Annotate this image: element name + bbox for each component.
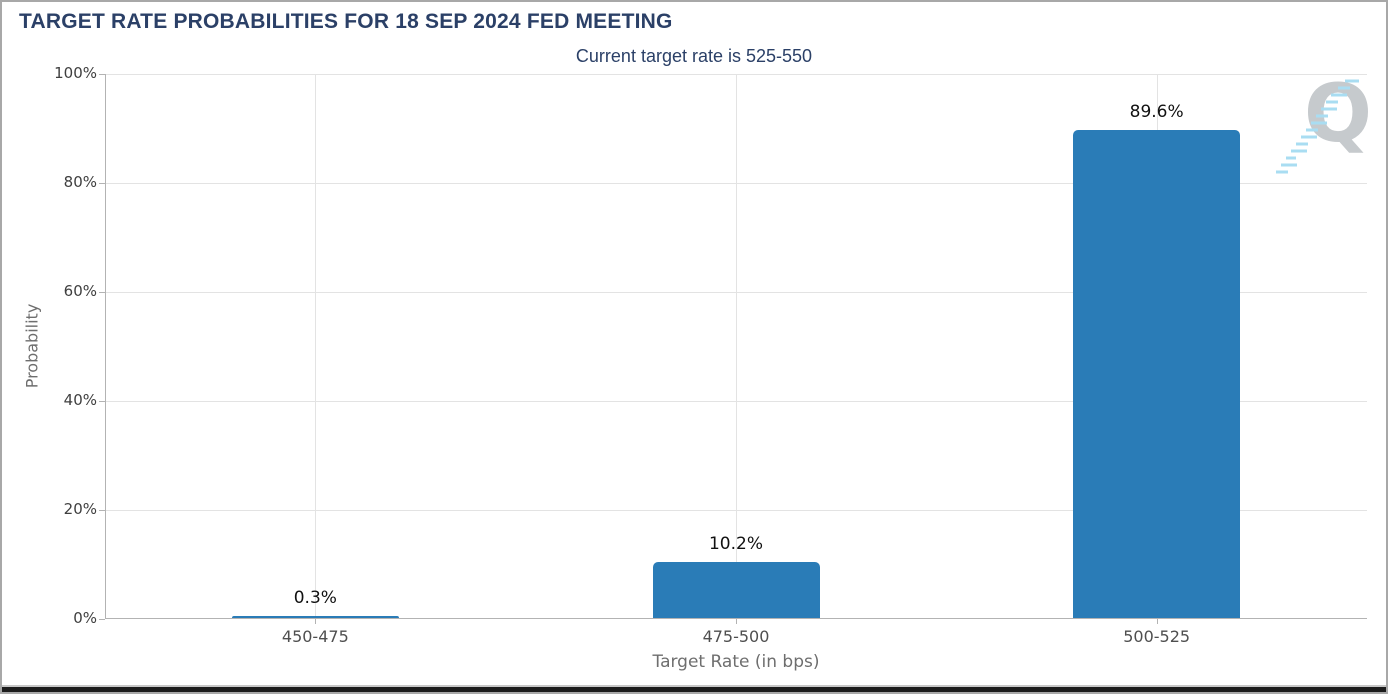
y-tick-label: 60% bbox=[63, 282, 97, 300]
bar bbox=[231, 616, 399, 618]
y-tick-mark bbox=[99, 619, 105, 620]
category-gridline bbox=[736, 74, 737, 619]
x-tick-mark bbox=[1156, 619, 1158, 624]
y-tick-mark bbox=[99, 74, 105, 75]
x-axis-title: Target Rate (in bps) bbox=[652, 652, 820, 672]
page-title: TARGET RATE PROBABILITIES FOR 18 SEP 202… bbox=[19, 10, 673, 33]
window-bottom-edge bbox=[2, 685, 1386, 692]
y-tick-mark bbox=[99, 510, 105, 511]
x-tick-label: 500-525 bbox=[1123, 627, 1191, 646]
y-tick-label: 40% bbox=[63, 391, 97, 409]
y-axis-title: Probability bbox=[22, 303, 42, 389]
y-tick-mark bbox=[99, 292, 105, 293]
bar bbox=[652, 562, 820, 618]
x-tick-label: 475-500 bbox=[702, 627, 770, 646]
bar-value-label: 89.6% bbox=[1129, 101, 1184, 122]
bar-value-label: 0.3% bbox=[293, 588, 337, 608]
y-tick-label: 0% bbox=[73, 609, 97, 627]
y-tick-label: 100% bbox=[54, 64, 97, 82]
y-tick-label: 20% bbox=[63, 500, 97, 518]
y-tick-mark bbox=[99, 401, 105, 402]
bar-value-label: 10.2% bbox=[708, 534, 763, 555]
category-gridline bbox=[315, 74, 317, 619]
y-axis-line bbox=[105, 74, 106, 619]
y-tick-mark bbox=[99, 183, 105, 184]
chart-subtitle: Current target rate is 525-550 bbox=[575, 46, 813, 66]
y-tick-label: 80% bbox=[63, 173, 97, 191]
x-tick-mark bbox=[736, 619, 737, 624]
x-axis-line bbox=[105, 618, 1367, 619]
x-tick-label: 450-475 bbox=[281, 627, 349, 646]
x-tick-mark bbox=[315, 619, 317, 624]
bar bbox=[1073, 129, 1241, 618]
plot-area: 0% 20% 40% 60% 80% 100% 0.3% 450-475 10.2% 475-50… bbox=[54, 64, 1367, 646]
